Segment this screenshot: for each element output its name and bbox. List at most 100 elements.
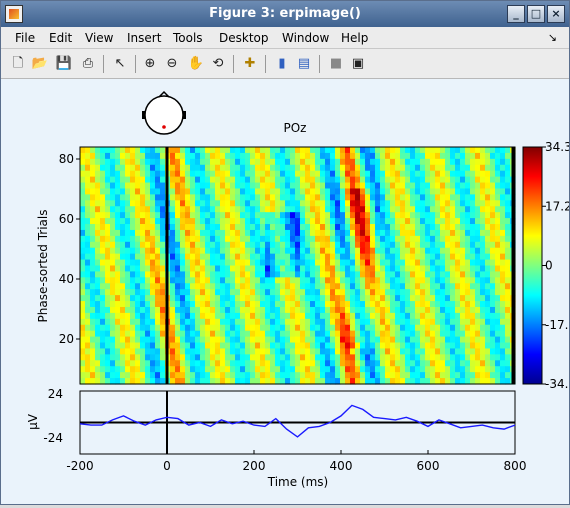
heatmap-cell (460, 218, 466, 225)
heatmap-cell (385, 164, 391, 172)
heatmap-cell (375, 318, 381, 326)
heatmap-cell (115, 247, 121, 255)
heatmap-cell (240, 147, 246, 154)
matlab-app-icon[interactable] (5, 5, 23, 23)
heatmap-cell (300, 170, 306, 178)
heatmap-cell (85, 212, 91, 219)
heatmap-cell (450, 301, 456, 308)
heatmap-cell (220, 259, 226, 267)
heatmap-cell (130, 253, 136, 261)
heatmap-cell (150, 247, 156, 255)
heatmap-cell (190, 229, 196, 237)
heatmap-cell (340, 312, 346, 320)
heatmap-cell (215, 330, 221, 338)
heatmap-cell (290, 152, 296, 160)
data-cursor-icon[interactable]: ✚ (244, 56, 256, 71)
heatmap-cell (255, 247, 261, 255)
heatmap-cell (430, 330, 436, 338)
menu-edit[interactable]: Edit (49, 31, 73, 45)
rotate-3d-icon[interactable]: ⟲ (212, 56, 224, 71)
heatmap-cell (505, 301, 511, 308)
heatmap-cell (310, 265, 316, 273)
dock-arrow-icon[interactable]: ↘ (547, 31, 557, 44)
heatmap-cell (90, 342, 96, 350)
heatmap-cell (405, 289, 411, 296)
heatmap-cell (420, 330, 426, 338)
menu-insert[interactable]: Insert (127, 31, 162, 45)
legend-icon[interactable]: ▤ (297, 56, 311, 71)
heatmap-cell (225, 170, 231, 178)
hide-plot-tools-icon[interactable]: ■ (329, 56, 343, 71)
heatmap-cell (380, 271, 386, 278)
heatmap-cell (95, 324, 101, 332)
heatmap-cell (170, 158, 176, 166)
heatmap-cell (420, 277, 426, 284)
heatmap-cell (265, 147, 271, 154)
menu-window[interactable]: Window (282, 31, 330, 45)
heatmap-cell (395, 366, 401, 373)
heatmap-cell (325, 277, 331, 284)
heatmap-cell (380, 360, 386, 367)
menu-view[interactable]: View (85, 31, 114, 45)
heatmap-cell (115, 170, 121, 178)
pointer-arrow-icon[interactable]: ↖ (114, 56, 126, 71)
heatmap-cell (285, 289, 291, 296)
heatmap-cell (295, 194, 301, 201)
minimize-icon[interactable]: _ (507, 5, 525, 23)
heatmap-cell (365, 182, 371, 190)
heatmap-cell (155, 224, 161, 231)
heatmap-cell (185, 295, 191, 302)
heatmap-cell (465, 235, 471, 243)
open-folder-icon[interactable]: 📂 (31, 56, 49, 71)
heatmap-cell (485, 283, 491, 290)
heatmap-cell (430, 253, 436, 261)
heatmap-cell (255, 206, 261, 213)
heatmap-cell (400, 378, 406, 385)
menu-file[interactable]: File (15, 31, 36, 45)
heatmap-cell (150, 188, 156, 195)
heatmap-cell (125, 200, 131, 207)
colorbar-icon[interactable]: ▮ (278, 56, 286, 71)
heatmap-cell (375, 164, 381, 172)
heatmap-cell (220, 265, 226, 273)
heatmap-cell (145, 283, 151, 290)
heatmap-cell (240, 158, 246, 166)
heatmap-cell (370, 265, 376, 273)
heatmap-cell (350, 170, 356, 178)
heatmap-cell (375, 253, 381, 261)
heatmap-cell (485, 206, 491, 213)
heatmap-cell (260, 295, 266, 302)
menu-help[interactable]: Help (341, 31, 369, 45)
heatmap-cell (90, 336, 96, 344)
print-icon[interactable]: ⎙ (82, 56, 94, 71)
heatmap-cell (455, 235, 461, 243)
zoom-in-icon[interactable]: ⊕ (144, 56, 156, 71)
maximize-icon[interactable]: □ (527, 5, 545, 23)
menu-tools[interactable]: Tools (173, 31, 203, 45)
heatmap-cell (505, 360, 511, 367)
heatmap-cell (330, 301, 336, 308)
menu-desktop[interactable]: Desktop (219, 31, 269, 45)
heatmap-cell (300, 182, 306, 190)
close-icon[interactable]: × (547, 5, 565, 23)
title-bar[interactable]: Figure 3: erpimage() _ □ × (1, 1, 569, 27)
heatmap-cell (305, 330, 311, 338)
heatmap-cell (355, 342, 361, 350)
heatmap-cell (505, 218, 511, 225)
save-icon[interactable]: 💾 (55, 56, 73, 71)
heatmap-cell (395, 164, 401, 172)
heatmap-cell (390, 200, 396, 207)
heatmap-cell (260, 170, 266, 178)
heatmap-cell (320, 330, 326, 338)
pan-hand-icon[interactable]: ✋ (187, 56, 205, 71)
heatmap-cell (190, 259, 196, 267)
new-file-icon[interactable]: 🗋 (12, 56, 24, 71)
zoom-out-icon[interactable]: ⊖ (166, 56, 178, 71)
heatmap-cell (155, 312, 161, 320)
heatmap-cell (100, 164, 106, 172)
heatmap-cell (365, 176, 371, 184)
show-plot-tools-icon[interactable]: ▣ (351, 56, 365, 71)
heatmap-cell (430, 224, 436, 231)
heatmap-cell (330, 176, 336, 184)
